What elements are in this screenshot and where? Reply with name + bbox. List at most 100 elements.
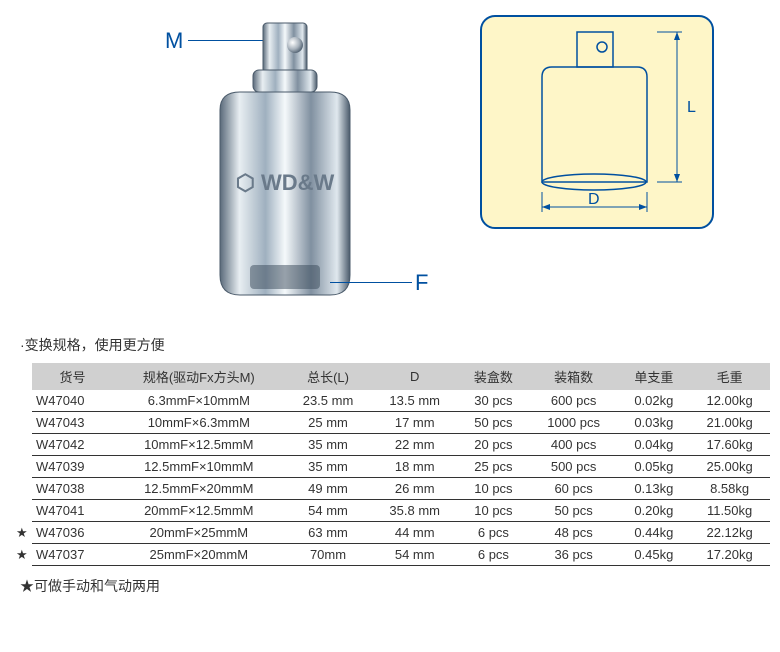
- cell-case: 36 pcs: [529, 544, 619, 566]
- leader-line-f: [330, 282, 412, 283]
- th-spec: 规格(驱动Fx方头M): [113, 363, 285, 390]
- cell-l: 70mm: [285, 544, 372, 566]
- th-case: 装箱数: [529, 363, 619, 390]
- subtitle-text: ·变换规格，使用更方便: [20, 335, 770, 355]
- cell-gross: 17.60kg: [689, 434, 770, 456]
- cell-d: 17 mm: [371, 412, 458, 434]
- cell-case: 400 pcs: [529, 434, 619, 456]
- cell-unit: 0.02kg: [618, 390, 689, 412]
- cell-spec: 12.5mmF×20mmM: [113, 478, 285, 500]
- cell-gross: 11.50kg: [689, 500, 770, 522]
- cell-unit: 0.13kg: [618, 478, 689, 500]
- table-row: W4704310mmF×6.3mmM25 mm17 mm50 pcs1000 p…: [10, 412, 770, 434]
- cell-l: 25 mm: [285, 412, 372, 434]
- cell-gross: 8.58kg: [689, 478, 770, 500]
- cell-box: 25 pcs: [458, 456, 529, 478]
- spec-table: 货号 规格(驱动Fx方头M) 总长(L) D 装盒数 装箱数 单支重 毛重 W4…: [10, 363, 770, 566]
- cell-d: 26 mm: [371, 478, 458, 500]
- table-body: W470406.3mmF×10mmM23.5 mm13.5 mm30 pcs60…: [10, 390, 770, 566]
- product-brand-text: ⬡ WD&W: [236, 170, 335, 195]
- cell-d: 13.5 mm: [371, 390, 458, 412]
- th-box: 装盒数: [458, 363, 529, 390]
- cell-pn: W47038: [32, 478, 113, 500]
- cell-spec: 20mmF×25mmM: [113, 522, 285, 544]
- table-row: W4703812.5mmF×20mmM49 mm26 mm10 pcs60 pc…: [10, 478, 770, 500]
- table-row: ★W4703620mmF×25mmM63 mm44 mm6 pcs48 pcs0…: [10, 522, 770, 544]
- th-l: 总长(L): [285, 363, 372, 390]
- cell-l: 35 mm: [285, 456, 372, 478]
- label-m: M: [165, 28, 183, 54]
- star-cell: [10, 434, 32, 456]
- cell-d: 35.8 mm: [371, 500, 458, 522]
- th-pn: 货号: [32, 363, 113, 390]
- cell-box: 6 pcs: [458, 544, 529, 566]
- cell-box: 20 pcs: [458, 434, 529, 456]
- cell-pn: W47043: [32, 412, 113, 434]
- cell-box: 50 pcs: [458, 412, 529, 434]
- cell-spec: 10mmF×6.3mmM: [113, 412, 285, 434]
- table-row: W4704120mmF×12.5mmM54 mm35.8 mm10 pcs50 …: [10, 500, 770, 522]
- cell-d: 54 mm: [371, 544, 458, 566]
- cell-case: 50 pcs: [529, 500, 619, 522]
- cell-unit: 0.44kg: [618, 522, 689, 544]
- star-cell: [10, 500, 32, 522]
- cell-spec: 6.3mmF×10mmM: [113, 390, 285, 412]
- cell-box: 10 pcs: [458, 500, 529, 522]
- table-row: W4703912.5mmF×10mmM35 mm18 mm25 pcs500 p…: [10, 456, 770, 478]
- star-cell: [10, 412, 32, 434]
- star-cell: [10, 478, 32, 500]
- cell-unit: 0.04kg: [618, 434, 689, 456]
- cell-l: 35 mm: [285, 434, 372, 456]
- cell-pn: W47041: [32, 500, 113, 522]
- cell-spec: 12.5mmF×10mmM: [113, 456, 285, 478]
- cell-spec: 20mmF×12.5mmM: [113, 500, 285, 522]
- cell-case: 500 pcs: [529, 456, 619, 478]
- cell-case: 1000 pcs: [529, 412, 619, 434]
- footnote-text: ★可做手动和气动两用: [20, 576, 770, 596]
- th-gross: 毛重: [689, 363, 770, 390]
- star-cell: [10, 390, 32, 412]
- cell-case: 48 pcs: [529, 522, 619, 544]
- dim-label-l: L: [687, 99, 696, 116]
- cell-pn: W47036: [32, 522, 113, 544]
- cell-pn: W47042: [32, 434, 113, 456]
- top-section: M: [10, 10, 770, 320]
- cell-gross: 25.00kg: [689, 456, 770, 478]
- cell-box: 10 pcs: [458, 478, 529, 500]
- table-row: ★W4703725mmF×20mmM70mm54 mm6 pcs36 pcs0.…: [10, 544, 770, 566]
- cell-d: 22 mm: [371, 434, 458, 456]
- star-cell: ★: [10, 544, 32, 566]
- socket-adapter-illustration: ⬡ WD&W: [195, 15, 375, 315]
- cell-d: 18 mm: [371, 456, 458, 478]
- cell-gross: 17.20kg: [689, 544, 770, 566]
- cell-unit: 0.45kg: [618, 544, 689, 566]
- cell-box: 6 pcs: [458, 522, 529, 544]
- cell-l: 49 mm: [285, 478, 372, 500]
- cell-unit: 0.05kg: [618, 456, 689, 478]
- cell-gross: 21.00kg: [689, 412, 770, 434]
- cell-unit: 0.20kg: [618, 500, 689, 522]
- cell-pn: W47040: [32, 390, 113, 412]
- cell-spec: 10mmF×12.5mmM: [113, 434, 285, 456]
- cell-gross: 22.12kg: [689, 522, 770, 544]
- dimension-diagram: L D: [480, 15, 714, 229]
- product-photo-area: M: [10, 10, 440, 320]
- cell-spec: 25mmF×20mmM: [113, 544, 285, 566]
- star-cell: [10, 456, 32, 478]
- cell-pn: W47039: [32, 456, 113, 478]
- cell-gross: 12.00kg: [689, 390, 770, 412]
- label-f: F: [415, 270, 428, 296]
- cell-l: 63 mm: [285, 522, 372, 544]
- cell-d: 44 mm: [371, 522, 458, 544]
- table-row: W470406.3mmF×10mmM23.5 mm13.5 mm30 pcs60…: [10, 390, 770, 412]
- star-cell: ★: [10, 522, 32, 544]
- cell-case: 60 pcs: [529, 478, 619, 500]
- table-header-row: 货号 规格(驱动Fx方头M) 总长(L) D 装盒数 装箱数 单支重 毛重: [10, 363, 770, 390]
- cell-box: 30 pcs: [458, 390, 529, 412]
- cell-pn: W47037: [32, 544, 113, 566]
- table-row: W4704210mmF×12.5mmM35 mm22 mm20 pcs400 p…: [10, 434, 770, 456]
- cell-unit: 0.03kg: [618, 412, 689, 434]
- cell-case: 600 pcs: [529, 390, 619, 412]
- cell-l: 23.5 mm: [285, 390, 372, 412]
- th-d: D: [371, 363, 458, 390]
